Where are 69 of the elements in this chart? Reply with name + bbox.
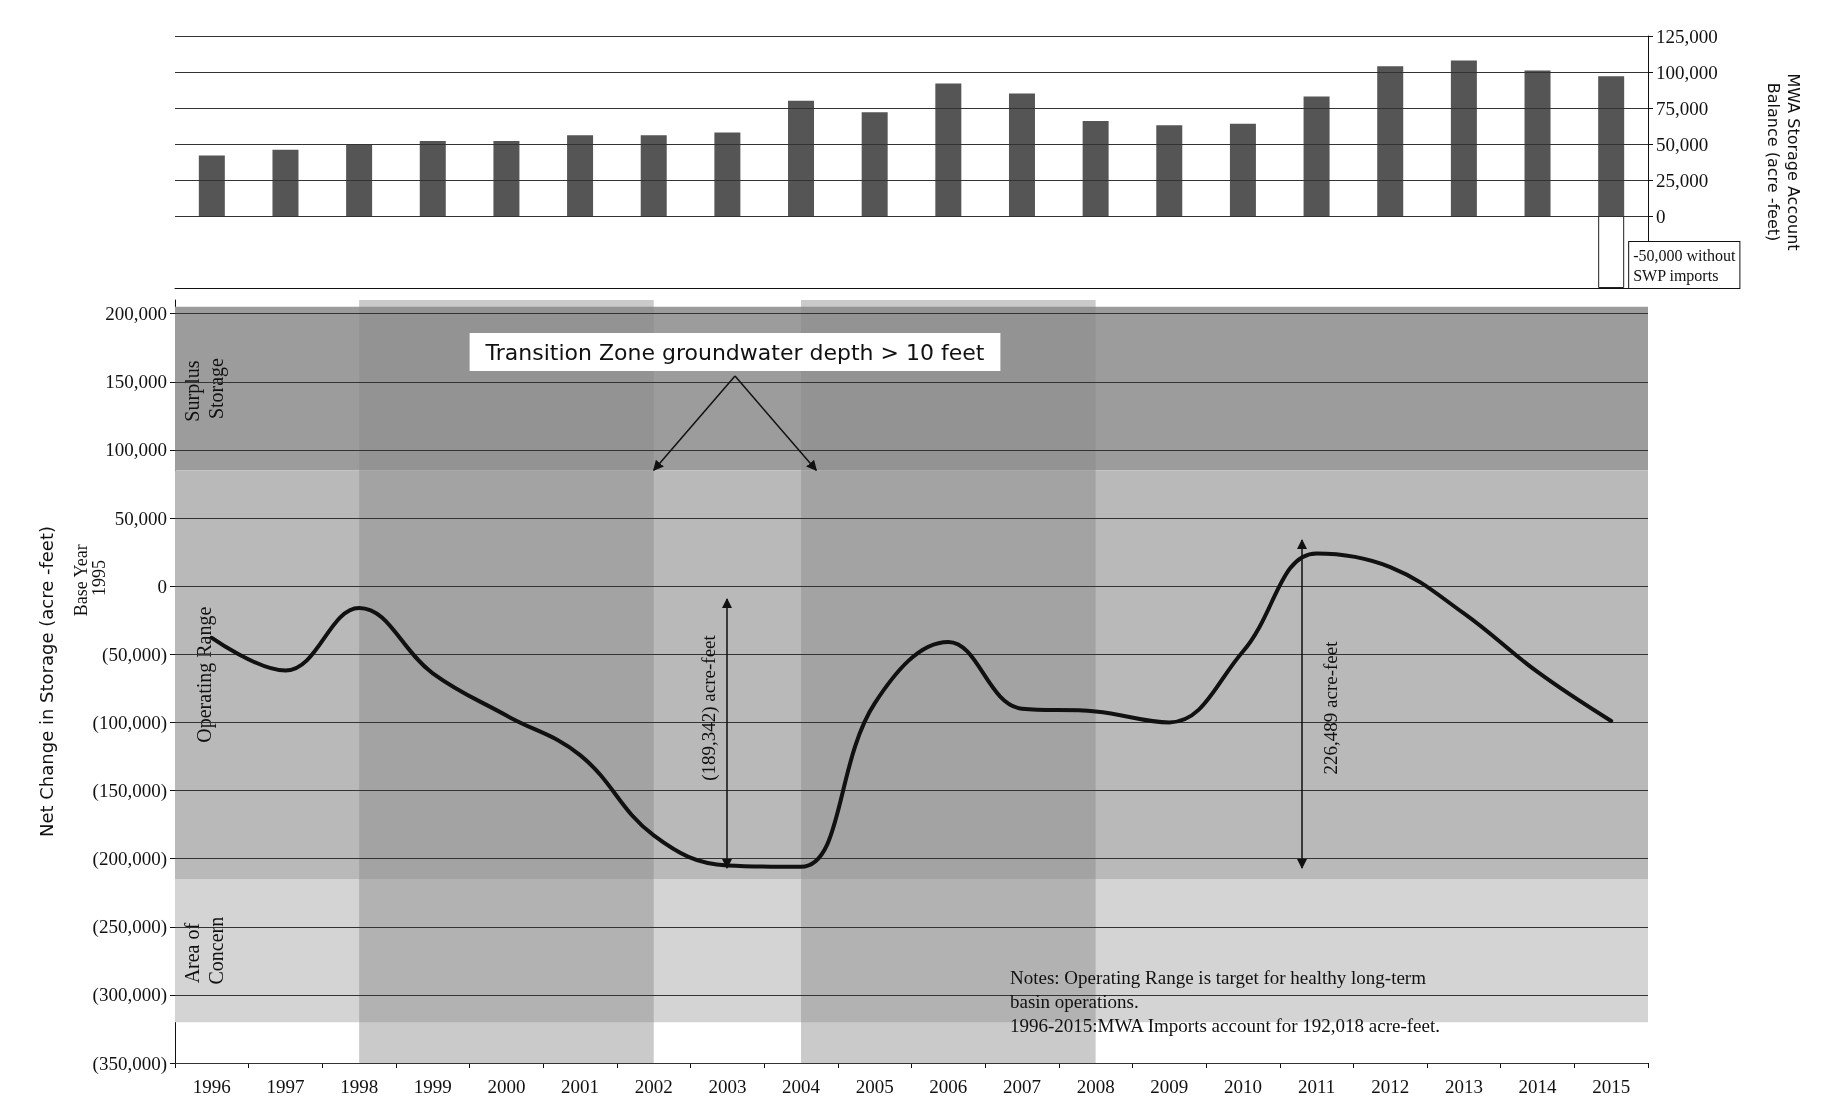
bar: [198, 155, 225, 216]
x-tick-label: 2011: [1297, 1076, 1336, 1097]
bar: [1303, 96, 1330, 216]
bar: [640, 135, 667, 216]
y-tick-label: 0: [1656, 205, 1666, 227]
y-tick-label: 25,000: [1656, 169, 1709, 191]
bar: [419, 141, 446, 216]
y-tick-label: (150,000): [92, 780, 167, 802]
x-tick-label: 2013: [1444, 1076, 1483, 1097]
x-tick-label: 2003: [708, 1076, 747, 1097]
y-axis-title: MWA Storage Account Balance (acre -feet): [1763, 73, 1803, 251]
bar: [346, 144, 373, 216]
bar: [1450, 60, 1477, 216]
y-tick-label: (200,000): [92, 848, 167, 871]
bar: [567, 135, 594, 216]
x-tick-label: 2012: [1371, 1076, 1410, 1097]
x-tick-label: 2001: [561, 1076, 600, 1097]
annotation: Transition Zone groundwater depth > 10 feet: [484, 339, 985, 365]
bar: [1377, 66, 1404, 216]
x-tick-label: 1998: [340, 1076, 379, 1097]
y-tick-label: (350,000): [92, 1052, 167, 1075]
x-tick-label: 2010: [1223, 1076, 1262, 1097]
y-tick-label: (300,000): [92, 984, 167, 1007]
y-tick-label: 150,000: [105, 371, 167, 393]
y-tick-label: 50,000: [114, 507, 167, 529]
y-tick-label: (250,000): [92, 916, 167, 939]
bar: [714, 132, 741, 216]
bar: [1598, 76, 1625, 216]
y-tick-label: (50,000): [102, 643, 167, 666]
x-tick-label: 1996: [192, 1076, 231, 1097]
band-label: Surplus Storage: [181, 355, 228, 422]
x-tick-label: 1997: [266, 1076, 305, 1097]
x-tick-label: 2014: [1518, 1076, 1558, 1097]
bar: [1229, 123, 1256, 216]
y-tick-label: 100,000: [1656, 61, 1718, 83]
x-tick-label: 2000: [487, 1076, 526, 1097]
x-tick-label: 2009: [1150, 1076, 1189, 1097]
y-tick-label: 50,000: [1656, 133, 1709, 155]
text: Base Year 1995: [71, 539, 109, 617]
y-tick-label: (100,000): [92, 711, 167, 734]
bar: [1082, 120, 1109, 216]
bar: [1524, 70, 1551, 216]
x-tick-label: 2005: [855, 1076, 894, 1097]
bar: [1008, 93, 1035, 216]
y-tick-label: 125,000: [1656, 25, 1718, 47]
annotation: Notes: Operating Range is target for healthy long-term basin operations. 1996-2015:MWA Imports account for 192,018 acre-feet.: [1010, 966, 1441, 1036]
y-tick-label: 100,000: [105, 439, 167, 461]
bar: [272, 149, 299, 216]
bar: [861, 112, 888, 216]
x-tick-label: 2002: [634, 1076, 673, 1097]
x-tick-label: 2006: [929, 1076, 968, 1097]
bar: [1598, 216, 1625, 288]
bar: [493, 141, 520, 216]
bar: [935, 83, 962, 216]
bar: [1156, 125, 1183, 216]
x-tick-label: 2015: [1592, 1076, 1631, 1097]
x-tick-label: 1999: [413, 1076, 452, 1097]
x-tick-label: 2007: [1002, 1076, 1041, 1097]
y-axis-title: Net Change in Storage (acre -feet): [35, 525, 57, 838]
y-tick-label: 0: [157, 575, 167, 597]
x-tick-label: 2008: [1076, 1076, 1115, 1097]
x-tick-label: 2004: [782, 1076, 821, 1097]
band-label: Area of Concern: [181, 916, 227, 985]
y-tick-label: 75,000: [1656, 97, 1709, 119]
annotation: -50,000 without SWP imports: [1633, 246, 1736, 285]
annotation: (189,342) acre-feet: [697, 634, 720, 781]
y-tick-label: 200,000: [105, 303, 167, 325]
bar: [788, 100, 815, 216]
annotation: 226,489 acre-feet: [1319, 640, 1341, 775]
